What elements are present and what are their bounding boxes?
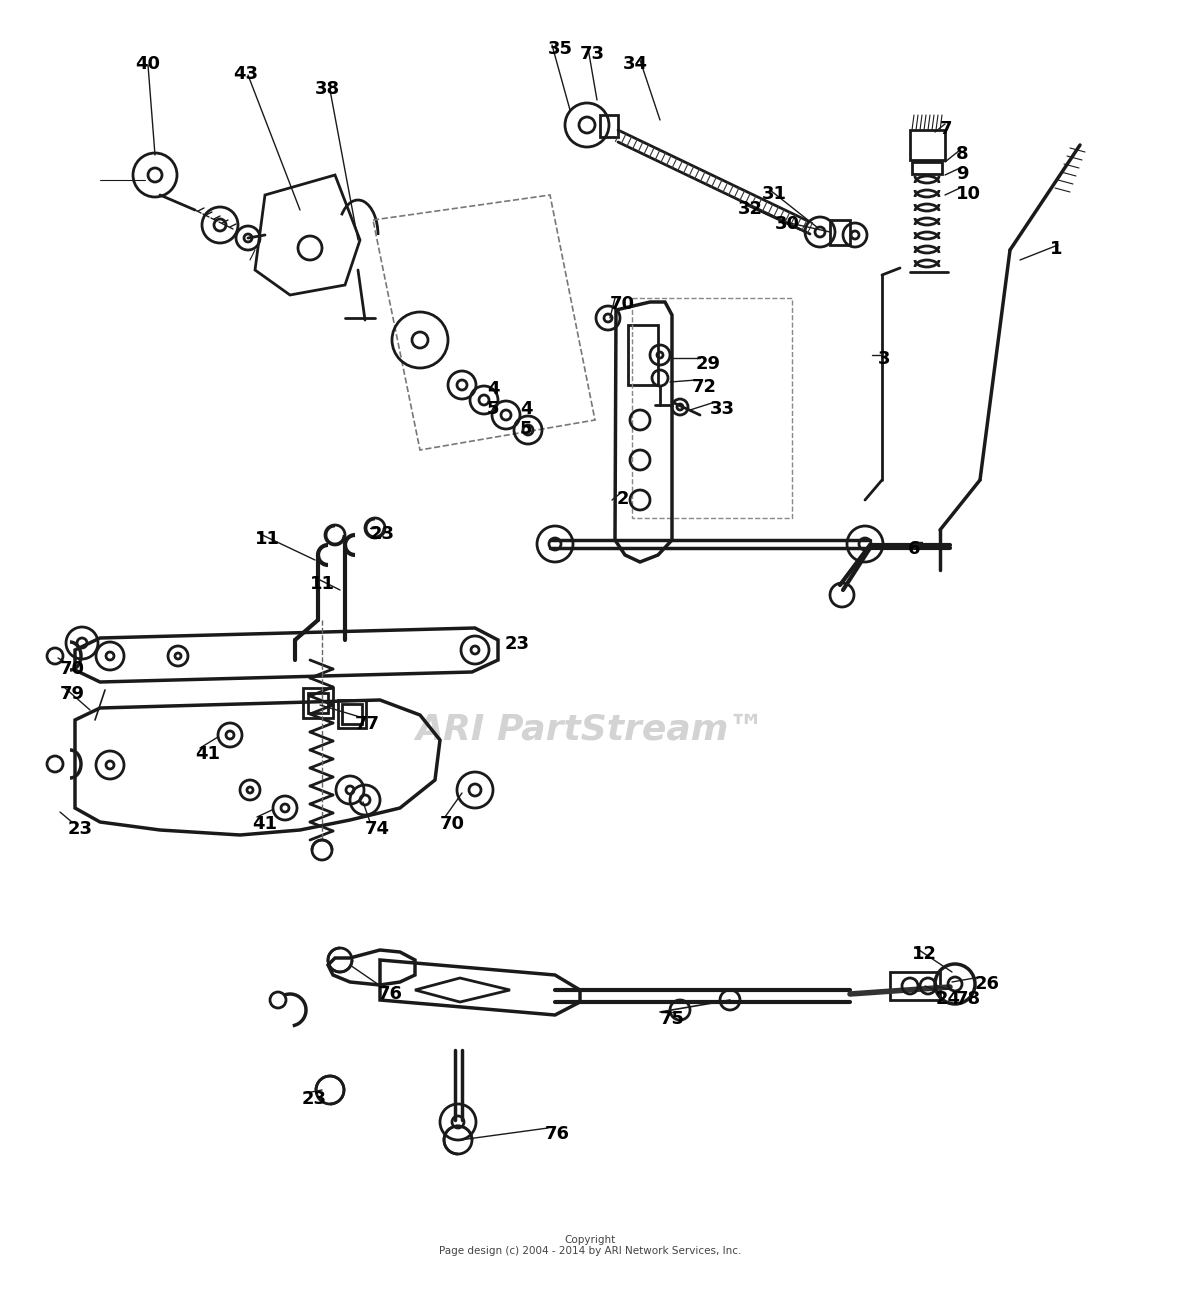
Text: 35: 35 — [548, 40, 573, 59]
Text: 76: 76 — [378, 985, 404, 1003]
Text: 33: 33 — [710, 400, 735, 418]
Text: 6: 6 — [907, 539, 920, 558]
Text: 8: 8 — [956, 145, 969, 163]
Text: 5: 5 — [487, 400, 499, 418]
Text: 73: 73 — [581, 46, 605, 63]
Text: 23: 23 — [68, 820, 93, 838]
Text: 70: 70 — [440, 814, 465, 833]
Text: 78: 78 — [956, 990, 981, 1009]
Text: 23: 23 — [505, 635, 530, 653]
Text: 34: 34 — [623, 55, 648, 73]
Text: 77: 77 — [355, 715, 380, 734]
Text: 4: 4 — [520, 400, 532, 418]
Bar — [308, 693, 328, 713]
Bar — [303, 688, 333, 718]
Bar — [628, 324, 658, 384]
Text: 31: 31 — [762, 185, 787, 203]
Bar — [632, 298, 792, 519]
Text: 38: 38 — [315, 79, 340, 98]
Text: 26: 26 — [975, 975, 999, 993]
Bar — [912, 162, 942, 175]
Text: 43: 43 — [232, 65, 258, 83]
Text: 10: 10 — [956, 185, 981, 203]
Text: 12: 12 — [912, 945, 937, 963]
Text: 9: 9 — [956, 165, 969, 182]
Bar — [910, 130, 945, 160]
Text: 29: 29 — [696, 354, 721, 373]
Text: 74: 74 — [365, 820, 391, 838]
Text: 41: 41 — [253, 814, 277, 833]
Bar — [890, 972, 940, 999]
Text: 70: 70 — [610, 294, 635, 313]
Text: 23: 23 — [371, 525, 395, 543]
Text: 1: 1 — [1050, 240, 1062, 258]
Text: 3: 3 — [878, 351, 891, 367]
Text: 7: 7 — [940, 120, 952, 138]
Text: 24: 24 — [936, 990, 961, 1009]
Bar — [599, 115, 618, 137]
Bar — [830, 220, 850, 245]
Text: 11: 11 — [310, 575, 335, 593]
Text: ARI PartStream™: ARI PartStream™ — [415, 713, 765, 747]
Text: 11: 11 — [255, 530, 280, 549]
Text: 40: 40 — [135, 55, 160, 73]
Bar — [337, 700, 366, 728]
Text: 30: 30 — [775, 215, 800, 233]
Text: 32: 32 — [738, 199, 763, 218]
Text: 79: 79 — [60, 685, 85, 704]
Text: 2: 2 — [617, 490, 629, 508]
Bar — [342, 704, 362, 724]
Text: 23: 23 — [302, 1091, 327, 1108]
Text: Copyright
Page design (c) 2004 - 2014 by ARI Network Services, Inc.: Copyright Page design (c) 2004 - 2014 by… — [439, 1235, 741, 1256]
Text: 4: 4 — [487, 380, 499, 397]
Text: 70: 70 — [60, 661, 85, 678]
Text: 75: 75 — [660, 1010, 686, 1028]
Text: 76: 76 — [545, 1124, 570, 1143]
Text: 5: 5 — [520, 420, 532, 438]
Text: 72: 72 — [691, 378, 717, 396]
Text: 41: 41 — [195, 745, 219, 764]
